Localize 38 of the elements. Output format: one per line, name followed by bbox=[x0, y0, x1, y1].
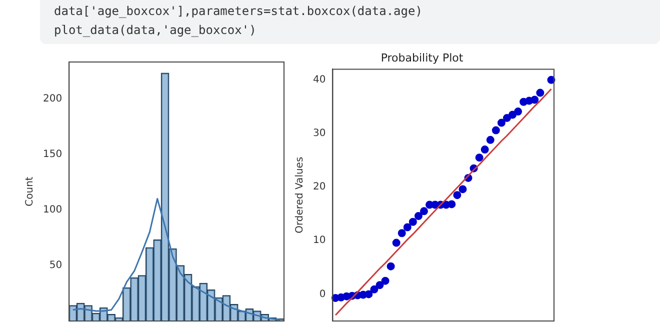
point bbox=[530, 96, 539, 104]
chart-title: Probability Plot bbox=[380, 51, 464, 64]
point bbox=[448, 200, 456, 208]
text: data['age_boxcox'],parameters=stat.boxcox(data.age) bbox=[54, 3, 424, 20]
text: plot_data(data,'age_boxcox') bbox=[54, 22, 258, 39]
y-tick-label: 150 bbox=[42, 148, 62, 160]
point bbox=[403, 223, 412, 232]
point bbox=[364, 290, 373, 298]
point bbox=[408, 218, 417, 226]
y-tick-label: 20 bbox=[312, 182, 326, 193]
point bbox=[381, 276, 390, 285]
point bbox=[480, 146, 489, 154]
y-tick-label: 30 bbox=[312, 128, 326, 140]
point bbox=[398, 229, 406, 238]
point bbox=[502, 114, 511, 122]
y-tick-label: 100 bbox=[42, 204, 62, 216]
point bbox=[458, 185, 467, 194]
point bbox=[370, 285, 378, 294]
y-tick-label: 200 bbox=[42, 93, 62, 104]
point bbox=[475, 154, 484, 162]
point bbox=[492, 126, 500, 134]
y-tick-label: 40 bbox=[312, 74, 326, 86]
y-tick-label: 0 bbox=[319, 288, 326, 300]
y-tick-label: 50 bbox=[49, 260, 62, 272]
point bbox=[514, 108, 522, 116]
point bbox=[453, 191, 462, 200]
point bbox=[497, 118, 506, 127]
point bbox=[420, 207, 428, 216]
point bbox=[536, 88, 544, 97]
y-axis-title: Count bbox=[24, 176, 36, 206]
point bbox=[414, 212, 422, 220]
y-axis-title: Ordered Values bbox=[294, 156, 306, 234]
point bbox=[376, 281, 384, 290]
y-tick-label: 10 bbox=[312, 235, 326, 246]
point bbox=[486, 136, 494, 144]
point bbox=[386, 262, 395, 270]
point bbox=[392, 238, 400, 247]
point bbox=[508, 110, 517, 119]
